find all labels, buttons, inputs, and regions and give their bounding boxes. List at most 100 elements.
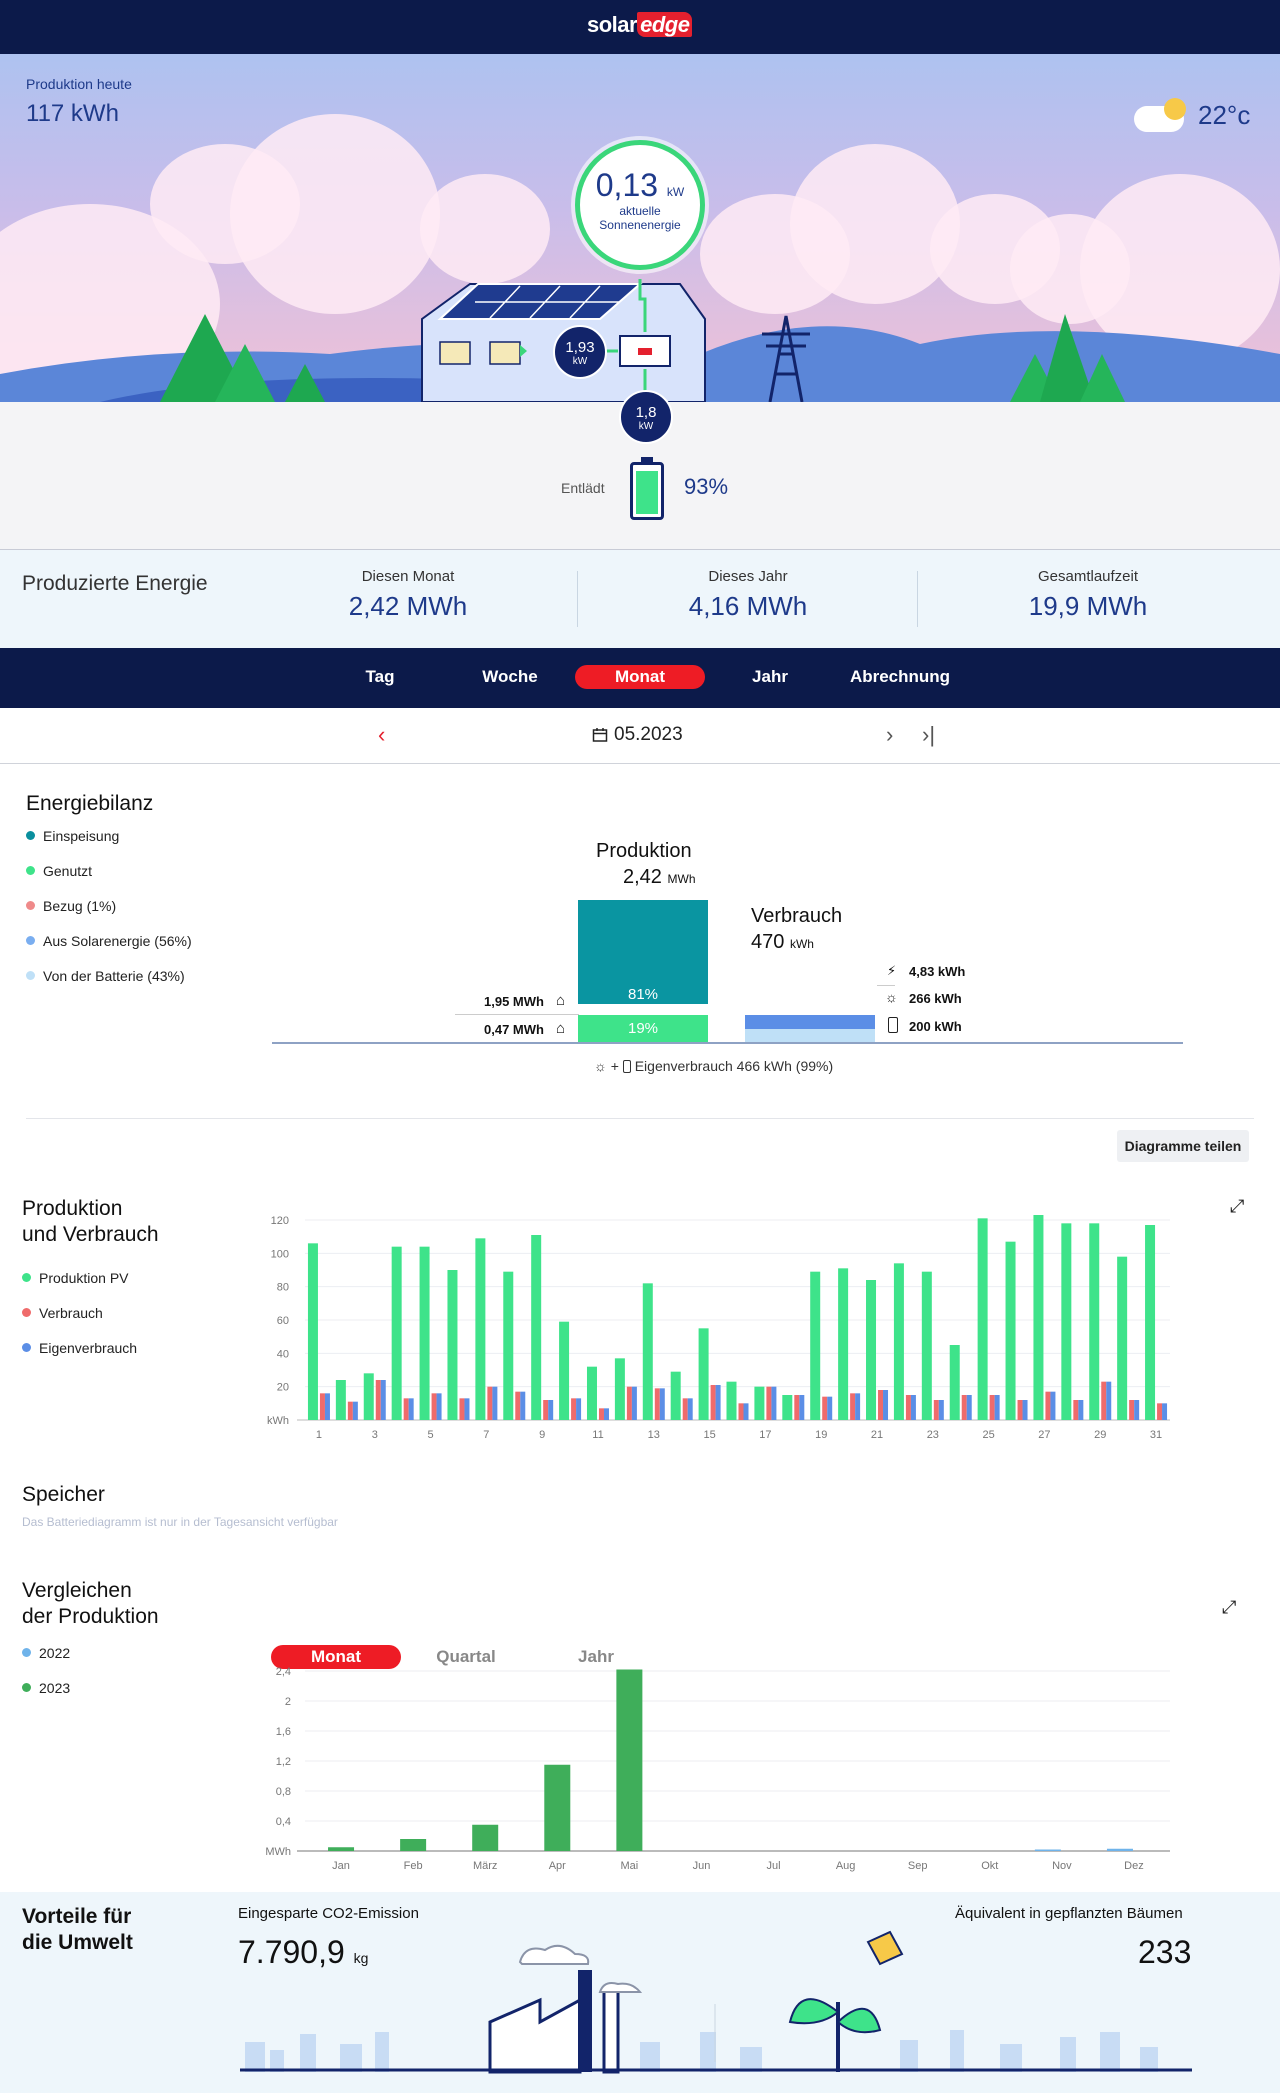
- battery-consumption-amount: 200 kWh: [909, 1019, 962, 1034]
- bar-produktion-pv: [893, 1263, 904, 1420]
- bar-produktion-pv: [419, 1246, 430, 1420]
- battery-percentage: 93%: [684, 474, 729, 499]
- x-tick-label: 21: [871, 1429, 883, 1441]
- bar-eigenverbrauch: [1106, 1381, 1112, 1420]
- bar-eigenverbrauch: [799, 1395, 805, 1420]
- calendar-icon[interactable]: [592, 727, 608, 743]
- tab-woche[interactable]: Woche: [482, 667, 538, 686]
- home-icon: ⌂: [556, 1020, 566, 1037]
- next-period-icon[interactable]: ›: [886, 722, 894, 747]
- battery-small-icon: [888, 1017, 898, 1033]
- bar-eigenverbrauch: [324, 1393, 330, 1420]
- bar-eigenverbrauch: [1162, 1403, 1168, 1420]
- bar-eigenverbrauch: [1050, 1391, 1056, 1420]
- prev-period-icon[interactable]: ‹: [378, 722, 386, 747]
- x-tick-label: 31: [1150, 1429, 1162, 1441]
- self-used-bar[interactable]: 19%: [578, 1015, 708, 1042]
- x-tick-label: Mai: [621, 1860, 639, 1872]
- battery-flow-node[interactable]: 1,8 kW: [619, 390, 673, 444]
- y-tick-label: 1,2: [276, 1756, 291, 1768]
- x-tick-label: 7: [483, 1429, 489, 1441]
- consumption-heading: Verbrauch: [751, 905, 843, 927]
- bar-verbrauch: [766, 1386, 772, 1420]
- bar-eigenverbrauch: [883, 1390, 889, 1420]
- y-tick-label: 2: [285, 1696, 291, 1708]
- y-tick-label: 2,4: [276, 1666, 291, 1678]
- produced-lifetime: Gesamtlaufzeit 19,9 MWh: [1028, 568, 1148, 621]
- production-today-label: Produktion heute: [26, 76, 132, 92]
- divider: [917, 571, 918, 627]
- y-tick-label: 80: [277, 1282, 289, 1294]
- x-tick-label: 23: [927, 1429, 939, 1441]
- tab-abrechnung[interactable]: Abrechnung: [849, 667, 951, 686]
- x-tick-label: Dez: [1124, 1860, 1144, 1872]
- trees-label: Äquivalent in gepflanzten Bäumen: [955, 1905, 1183, 1922]
- bar-produktion-pv: [698, 1328, 709, 1420]
- x-tick-label: 11: [592, 1429, 603, 1441]
- bar-eigenverbrauch: [520, 1391, 526, 1420]
- bar-verbrauch: [487, 1386, 493, 1420]
- y-tick-label: 40: [277, 1348, 289, 1360]
- bar-2023: [472, 1824, 499, 1851]
- legend-item: Einspeisung: [26, 828, 192, 863]
- bar-verbrauch: [319, 1393, 325, 1420]
- home-consumption-node[interactable]: 1,93 kW: [553, 325, 607, 379]
- self-consumption-summary: ☼ + Eigenverbrauch 466 kWh (99%): [594, 1058, 834, 1074]
- bar-2023: [544, 1764, 571, 1851]
- y-tick-label: 0,8: [276, 1786, 291, 1798]
- bar-produktion-pv: [726, 1381, 737, 1420]
- battery-icon[interactable]: [630, 457, 664, 520]
- tab-monat[interactable]: Monat: [575, 665, 705, 689]
- home-consumption-unit: kW: [572, 356, 588, 367]
- bar-verbrauch: [682, 1398, 688, 1420]
- bar-eigenverbrauch: [1134, 1400, 1140, 1420]
- tab-tag[interactable]: Tag: [365, 667, 395, 686]
- bar-produktion-pv: [1033, 1215, 1044, 1420]
- bar-eigenverbrauch: [715, 1385, 721, 1420]
- legend-item: Eigenverbrauch: [22, 1340, 137, 1375]
- sun-icon: ☼: [594, 1058, 607, 1074]
- production-consumption-legend: Produktion PV Verbrauch Eigenverbrauch: [22, 1270, 137, 1375]
- production-heading: Produktion: [596, 840, 692, 862]
- bar-verbrauch: [459, 1398, 465, 1420]
- tab-jahr[interactable]: Jahr: [752, 667, 788, 686]
- segment-quartal[interactable]: Quartal: [436, 1647, 496, 1666]
- energy-balance-title: Energiebilanz: [26, 792, 154, 815]
- bar-produktion-pv: [977, 1218, 988, 1420]
- bar-produktion-pv: [754, 1386, 765, 1420]
- bar-produktion-pv: [503, 1271, 514, 1420]
- compare-legend: 2022 2023: [22, 1645, 70, 1715]
- segment-monat[interactable]: Monat: [271, 1645, 401, 1669]
- solar-consumption-bar[interactable]: [745, 1015, 875, 1029]
- expand-chart-icon[interactable]: ⤢: [1222, 1597, 1237, 1617]
- bar-produktion-pv: [1145, 1225, 1156, 1420]
- battery-consumption-bar[interactable]: [745, 1029, 875, 1042]
- bar-eigenverbrauch: [576, 1398, 582, 1420]
- x-tick-label: 17: [759, 1429, 771, 1441]
- divider: [455, 1014, 579, 1015]
- expand-chart-icon[interactable]: ⤢: [1230, 1196, 1245, 1216]
- bar-eigenverbrauch: [855, 1393, 861, 1420]
- environment-title: Vorteile für die Umwelt: [22, 1905, 133, 1954]
- solar-power-indicator[interactable]: 0,13 kW aktuelle Sonnenenergie: [575, 140, 705, 270]
- segment-jahr[interactable]: Jahr: [578, 1647, 614, 1666]
- solar-power-label-1: aktuelle: [619, 204, 661, 218]
- bar-produktion-pv: [642, 1283, 653, 1420]
- bar-eigenverbrauch: [1022, 1400, 1028, 1420]
- share-charts-button[interactable]: Diagramme teilen: [1117, 1130, 1249, 1162]
- x-tick-label: 15: [703, 1429, 715, 1441]
- x-tick-label: Feb: [404, 1860, 423, 1872]
- production-today-value: 117 kWh: [26, 100, 119, 127]
- feed-in-bar[interactable]: [578, 900, 708, 1004]
- date-navigation: [0, 708, 1280, 764]
- bar-produktion-pv: [586, 1366, 597, 1420]
- bar-eigenverbrauch: [938, 1400, 944, 1420]
- current-period[interactable]: 05.2023: [614, 724, 683, 745]
- bar-verbrauch: [347, 1401, 353, 1420]
- y-tick-label: 120: [271, 1215, 289, 1227]
- x-tick-label: Nov: [1052, 1860, 1072, 1872]
- battery-fill: [636, 471, 658, 514]
- latest-period-icon[interactable]: ›|: [922, 722, 936, 747]
- legend-item: Von der Batterie (43%): [26, 968, 192, 1003]
